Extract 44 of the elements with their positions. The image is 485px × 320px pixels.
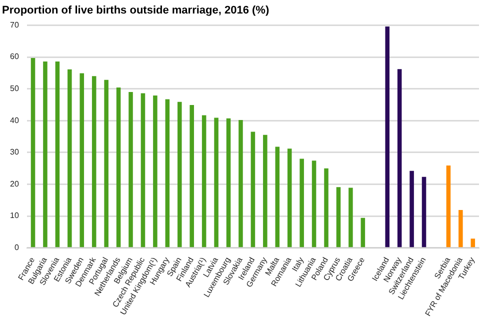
bar bbox=[104, 80, 108, 248]
bar bbox=[177, 102, 182, 248]
y-tick-label: 40 bbox=[10, 116, 20, 125]
bar bbox=[397, 69, 402, 248]
bar bbox=[30, 58, 36, 248]
chart-title: Proportion of live births outside marriage, 2016 (%) bbox=[2, 4, 270, 17]
bar bbox=[80, 73, 84, 248]
bar bbox=[385, 26, 390, 248]
y-tick-label: 10 bbox=[10, 211, 20, 220]
bar bbox=[470, 238, 476, 248]
bar bbox=[360, 218, 366, 248]
bar bbox=[226, 118, 231, 248]
bar bbox=[348, 188, 353, 248]
bar bbox=[324, 168, 328, 248]
bar bbox=[190, 105, 194, 248]
y-tick-label: 30 bbox=[10, 148, 20, 157]
bar bbox=[275, 146, 280, 248]
bar bbox=[287, 148, 292, 248]
bar bbox=[68, 69, 72, 248]
bar bbox=[263, 134, 268, 248]
y-tick-label: 0 bbox=[14, 243, 20, 252]
bar bbox=[92, 76, 96, 248]
y-tick-label: 70 bbox=[10, 20, 20, 30]
bar bbox=[410, 170, 414, 248]
bar bbox=[422, 176, 426, 248]
bar bbox=[43, 61, 48, 248]
bar bbox=[300, 158, 304, 248]
bar bbox=[165, 99, 170, 248]
bar bbox=[202, 115, 206, 248]
bar bbox=[128, 92, 133, 248]
bar bbox=[446, 165, 451, 248]
bar bbox=[140, 93, 146, 248]
bar bbox=[250, 132, 256, 248]
y-tick-label: 50 bbox=[10, 84, 20, 94]
bar bbox=[153, 95, 158, 248]
bar bbox=[214, 118, 218, 248]
bar bbox=[312, 160, 316, 248]
bar bbox=[458, 210, 463, 248]
bar bbox=[336, 187, 341, 248]
bar bbox=[238, 120, 243, 248]
y-tick-label: 60 bbox=[10, 52, 20, 62]
bar bbox=[116, 88, 121, 248]
y-tick-label: 20 bbox=[10, 179, 20, 188]
bar bbox=[55, 61, 60, 248]
